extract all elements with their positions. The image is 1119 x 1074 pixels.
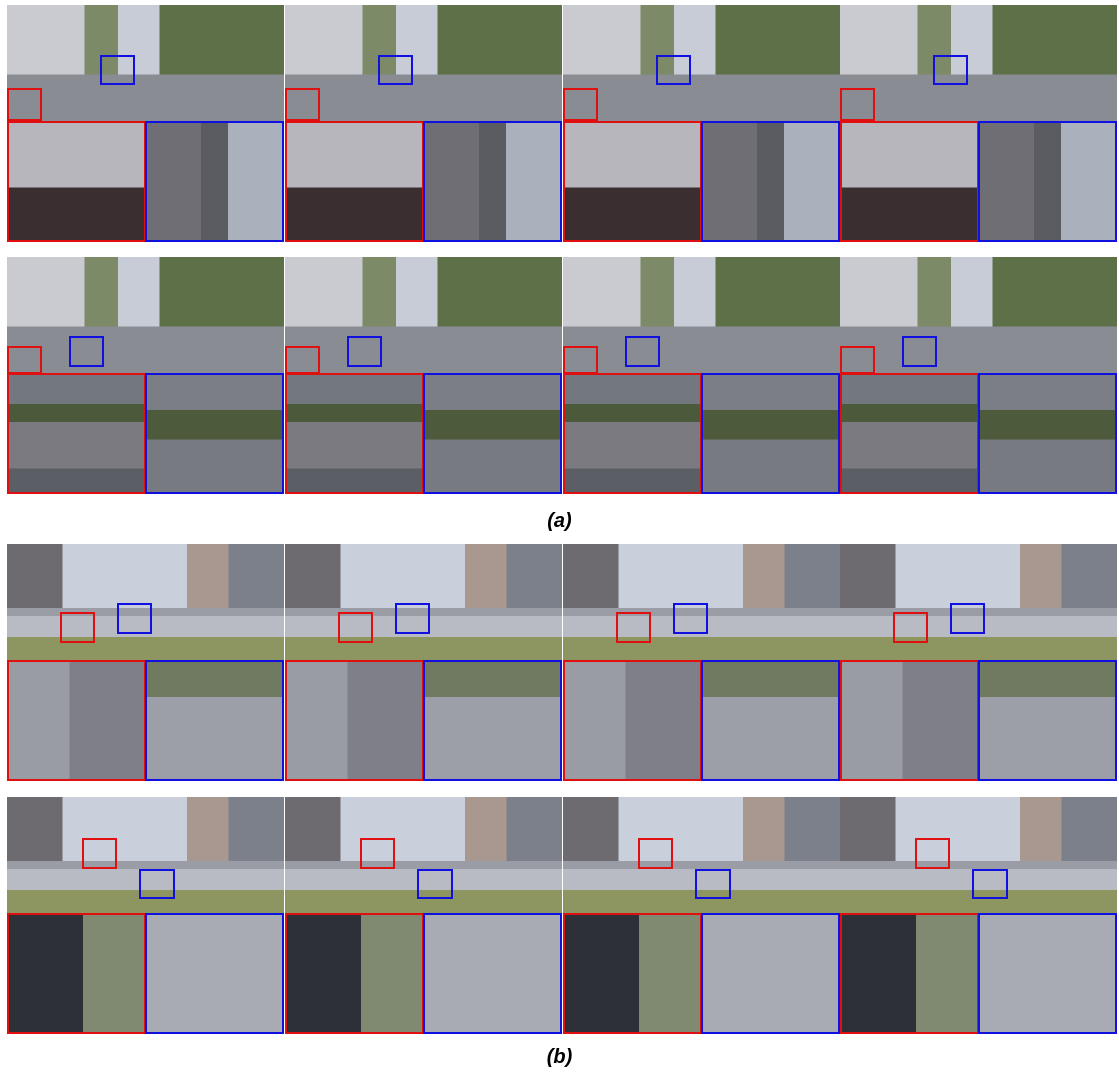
image-cell [840, 5, 1117, 241]
red-crop [563, 373, 702, 494]
image-cell [7, 797, 284, 1033]
image-cell [840, 544, 1117, 780]
blue-zoom-box [972, 869, 1008, 899]
blue-zoom-box [625, 336, 660, 367]
blue-zoom-box [117, 603, 152, 634]
red-zoom-box [285, 88, 320, 121]
red-crop [285, 373, 424, 494]
image-cell [7, 257, 284, 493]
blue-crop [978, 121, 1117, 242]
scene-image [7, 5, 284, 121]
blue-crop [701, 373, 840, 494]
red-crop [7, 121, 146, 242]
blue-crop [701, 660, 840, 781]
red-zoom-box [638, 838, 673, 869]
red-zoom-box [338, 612, 373, 643]
red-zoom-box [563, 88, 598, 121]
blue-zoom-box [347, 336, 382, 367]
blue-zoom-box [69, 336, 104, 367]
blue-zoom-box [950, 603, 985, 634]
red-zoom-box [7, 88, 42, 121]
scene-image [7, 544, 284, 660]
blue-zoom-box [139, 869, 175, 899]
red-zoom-box [840, 346, 875, 373]
red-crop [840, 913, 979, 1034]
image-cell [840, 797, 1117, 1033]
scene-image [285, 257, 562, 373]
red-crop [563, 121, 702, 242]
blue-crop [145, 373, 284, 494]
blue-crop [423, 121, 562, 242]
image-cell [563, 544, 840, 780]
red-crop [563, 660, 702, 781]
blue-crop [978, 913, 1117, 1034]
scene-image [563, 544, 840, 660]
scene-image [840, 257, 1117, 373]
scene-image [285, 544, 562, 660]
image-cell [285, 257, 562, 493]
blue-crop [423, 660, 562, 781]
image-cell [285, 797, 562, 1033]
image-cell [563, 257, 840, 493]
red-crop [285, 121, 424, 242]
blue-zoom-box [656, 55, 691, 85]
scene-image [7, 797, 284, 913]
image-cell [285, 544, 562, 780]
red-crop [563, 913, 702, 1034]
red-zoom-box [285, 346, 320, 373]
image-cell [285, 5, 562, 241]
blue-crop [978, 373, 1117, 494]
blue-crop [978, 660, 1117, 781]
scene-image [285, 797, 562, 913]
red-zoom-box [616, 612, 651, 643]
red-crop [840, 373, 979, 494]
blue-crop [145, 121, 284, 242]
blue-zoom-box [673, 603, 708, 634]
red-crop [7, 373, 146, 494]
scene-image [563, 797, 840, 913]
red-zoom-box [915, 838, 950, 869]
red-crop [7, 913, 146, 1034]
red-crop [840, 121, 979, 242]
scene-image [840, 797, 1117, 913]
image-cell [840, 257, 1117, 493]
blue-zoom-box [395, 603, 430, 634]
image-cell [7, 5, 284, 241]
blue-crop [701, 913, 840, 1034]
image-cell [563, 797, 840, 1033]
image-cell [563, 5, 840, 241]
scene-image [563, 257, 840, 373]
red-zoom-box [82, 838, 117, 869]
red-zoom-box [7, 346, 42, 373]
blue-crop [701, 121, 840, 242]
scene-image [7, 257, 284, 373]
figure: (a) (b) (() => { const data = JSON.parse… [0, 0, 1119, 1074]
blue-zoom-box [933, 55, 968, 85]
red-crop [840, 660, 979, 781]
image-cell [7, 544, 284, 780]
blue-zoom-box [378, 55, 413, 85]
scene-image [285, 5, 562, 121]
scene-image [840, 544, 1117, 660]
blue-zoom-box [902, 336, 937, 367]
scene-image [563, 5, 840, 121]
red-zoom-box [60, 612, 95, 643]
caption: (b) [0, 1046, 1119, 1069]
blue-zoom-box [100, 55, 135, 85]
blue-crop [423, 913, 562, 1034]
scene-image [840, 5, 1117, 121]
red-zoom-box [360, 838, 395, 869]
blue-crop [145, 913, 284, 1034]
blue-crop [423, 373, 562, 494]
red-crop [7, 660, 146, 781]
red-zoom-box [840, 88, 875, 121]
red-crop [285, 660, 424, 781]
red-crop [285, 913, 424, 1034]
blue-zoom-box [417, 869, 453, 899]
blue-zoom-box [695, 869, 731, 899]
red-zoom-box [893, 612, 928, 643]
caption: (a) [0, 510, 1119, 533]
red-zoom-box [563, 346, 598, 373]
blue-crop [145, 660, 284, 781]
